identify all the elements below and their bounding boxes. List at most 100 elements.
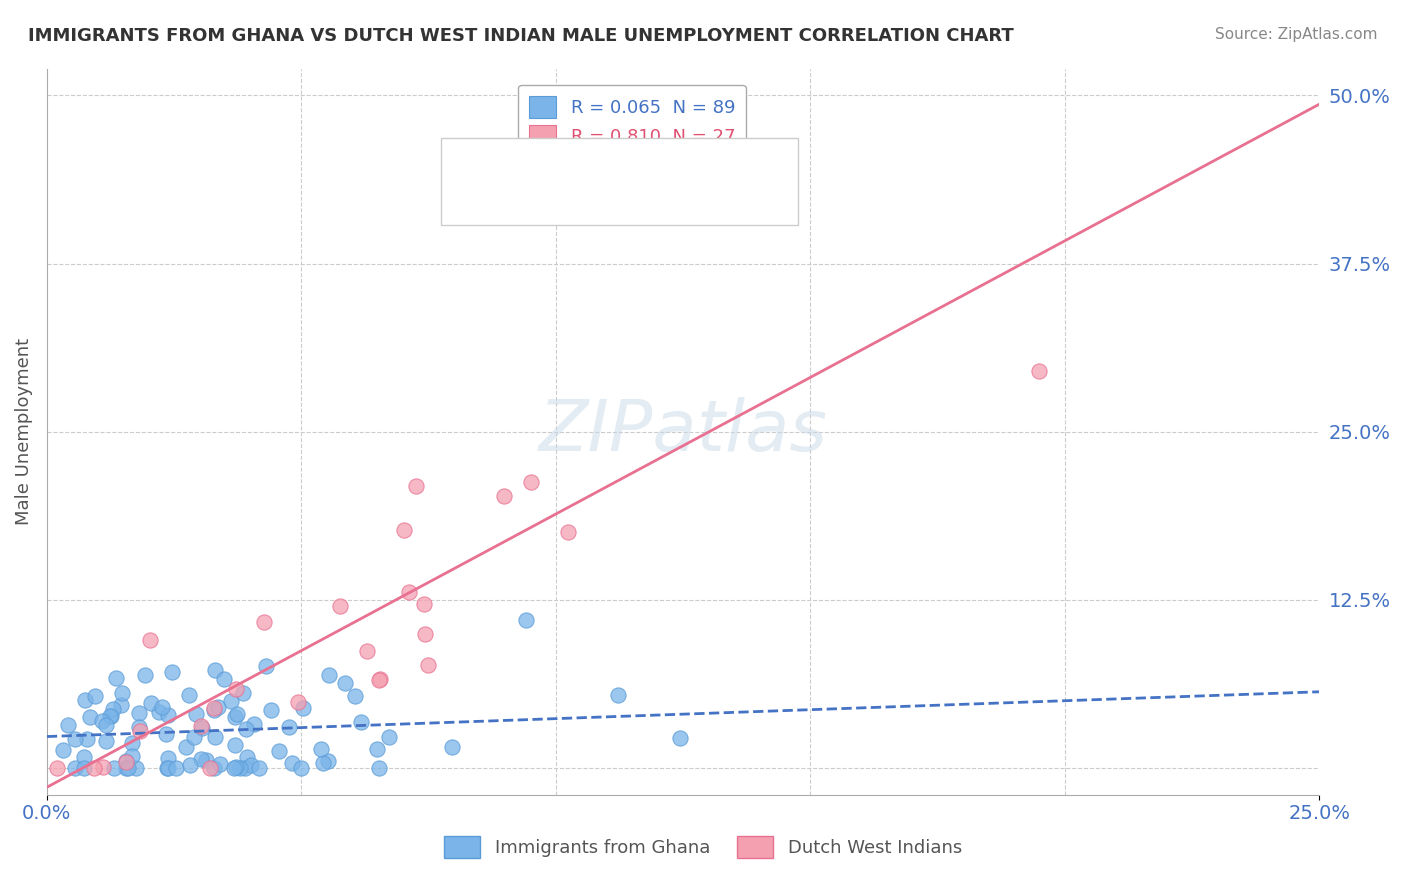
Point xyxy=(156,761,179,775)
Text: Source: ZipAtlas.com: Source: ZipAtlas.com xyxy=(1215,27,1378,42)
Point xyxy=(96,733,118,747)
FancyBboxPatch shape xyxy=(441,137,797,225)
Point xyxy=(367,673,389,687)
Point xyxy=(91,759,114,773)
Point xyxy=(115,755,138,769)
Point xyxy=(162,665,184,679)
Point xyxy=(225,760,247,774)
Point xyxy=(115,754,138,768)
Point xyxy=(52,742,75,756)
Point xyxy=(125,761,148,775)
Point xyxy=(176,739,198,754)
Point xyxy=(224,738,246,752)
Point xyxy=(405,479,427,493)
Point xyxy=(221,693,243,707)
Point xyxy=(318,668,340,682)
Point xyxy=(46,761,69,775)
Point xyxy=(222,761,245,775)
Point xyxy=(121,736,143,750)
Point xyxy=(114,761,136,775)
Point xyxy=(239,758,262,772)
Point xyxy=(311,741,333,756)
Point xyxy=(269,744,291,758)
Point xyxy=(229,761,252,775)
Point xyxy=(212,673,235,687)
Point xyxy=(79,709,101,723)
Point xyxy=(94,718,117,732)
Point xyxy=(184,706,207,721)
Point xyxy=(90,714,112,728)
Point xyxy=(156,761,179,775)
Point xyxy=(492,490,515,504)
Point xyxy=(56,718,79,732)
Point xyxy=(98,708,121,723)
Point xyxy=(344,689,367,703)
Point xyxy=(191,721,214,735)
Point xyxy=(183,730,205,744)
Point xyxy=(416,658,439,673)
Point xyxy=(83,761,105,775)
Point xyxy=(150,699,173,714)
Point xyxy=(226,706,249,721)
Point xyxy=(110,686,132,700)
Point xyxy=(378,730,401,744)
Point xyxy=(155,727,177,741)
Point xyxy=(148,705,170,719)
Point xyxy=(280,756,302,771)
Point xyxy=(128,706,150,721)
Point xyxy=(367,761,389,775)
Point xyxy=(557,525,579,540)
Point xyxy=(318,754,340,768)
Point xyxy=(134,668,156,682)
Point xyxy=(235,722,257,736)
Point xyxy=(63,761,86,775)
Point xyxy=(236,750,259,764)
Legend: Immigrants from Ghana, Dutch West Indians: Immigrants from Ghana, Dutch West Indian… xyxy=(437,829,969,865)
Point xyxy=(156,751,179,765)
Point xyxy=(606,688,628,702)
Point xyxy=(235,761,257,775)
Point xyxy=(141,696,163,710)
Point xyxy=(350,714,373,729)
Point xyxy=(412,597,434,611)
Point xyxy=(101,701,124,715)
Point xyxy=(333,676,356,690)
Point xyxy=(117,761,139,775)
Point xyxy=(287,695,309,709)
Point xyxy=(669,731,692,746)
Y-axis label: Male Unemployment: Male Unemployment xyxy=(15,338,32,525)
Point xyxy=(1028,364,1050,378)
Point xyxy=(247,761,270,775)
Point xyxy=(110,698,132,712)
Point xyxy=(204,730,226,744)
Point xyxy=(200,761,222,775)
Point xyxy=(128,723,150,738)
Point xyxy=(370,672,392,686)
Point xyxy=(356,643,378,657)
Point xyxy=(252,615,274,629)
Point xyxy=(254,659,277,673)
Point xyxy=(73,750,96,764)
Point xyxy=(75,692,97,706)
Point xyxy=(224,710,246,724)
Point xyxy=(202,701,225,715)
Point xyxy=(165,761,187,775)
Point xyxy=(290,761,312,775)
Point xyxy=(121,748,143,763)
Point xyxy=(207,700,229,714)
Point xyxy=(329,599,352,614)
Point xyxy=(128,720,150,734)
Point xyxy=(398,585,420,599)
Point xyxy=(202,703,225,717)
Point xyxy=(73,761,96,775)
Point xyxy=(312,756,335,771)
Point xyxy=(194,753,217,767)
Text: ZIPatlas: ZIPatlas xyxy=(538,397,828,467)
Point xyxy=(63,731,86,746)
Point xyxy=(394,523,416,537)
Text: IMMIGRANTS FROM GHANA VS DUTCH WEST INDIAN MALE UNEMPLOYMENT CORRELATION CHART: IMMIGRANTS FROM GHANA VS DUTCH WEST INDI… xyxy=(28,27,1014,45)
Point xyxy=(204,664,226,678)
Point xyxy=(179,757,201,772)
Point xyxy=(520,475,543,490)
Point xyxy=(224,681,246,696)
